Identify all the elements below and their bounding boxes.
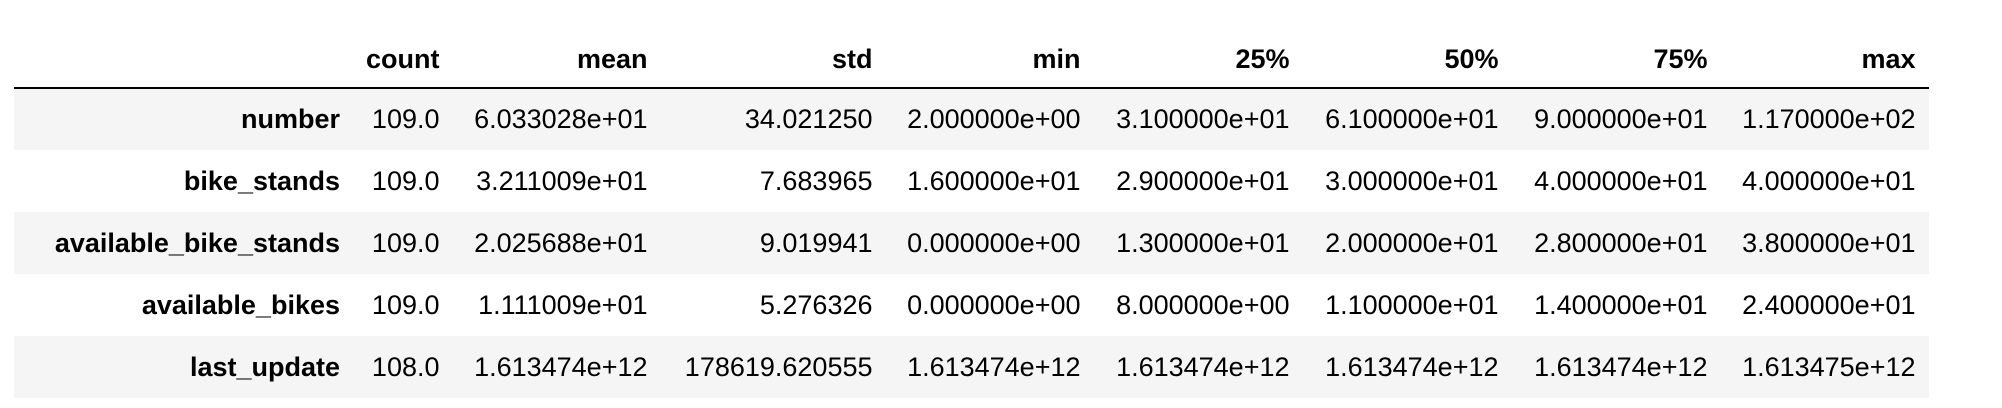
table-cell: 108.0: [371, 351, 440, 382]
table-cell: 3.000000e+01: [1325, 165, 1499, 196]
table-cell: 4.000000e+01: [1534, 165, 1708, 196]
table-row: available_bike_stands 109.0 2.025688e+01…: [14, 212, 1929, 274]
table-cell: 1.613475e+12: [1742, 351, 1916, 382]
table-cell: 1.170000e+02: [1742, 104, 1916, 134]
column-header: min: [885, 32, 1094, 89]
table-cell: 1.613474e+12: [907, 351, 1081, 382]
table-cell: 3.800000e+01: [1742, 227, 1916, 258]
column-header: mean: [452, 32, 661, 89]
table-cell: 9.019941: [759, 227, 873, 258]
table-cell: 109.0: [371, 104, 440, 134]
index-header: [14, 32, 353, 89]
header-row: count mean std min 25% 50% 75% max: [14, 32, 1929, 89]
table-cell: 2.800000e+01: [1534, 227, 1708, 258]
table-cell: 6.100000e+01: [1325, 104, 1499, 134]
column-header: max: [1720, 32, 1929, 89]
row-label: last_update: [189, 351, 340, 382]
table-cell: 2.400000e+01: [1742, 289, 1916, 320]
table-cell: 1.600000e+01: [907, 165, 1081, 196]
table-cell: 1.100000e+01: [1325, 289, 1499, 320]
column-header: 50%: [1302, 32, 1512, 89]
table-cell: 5.276326: [759, 289, 873, 320]
column-header: 75%: [1511, 32, 1721, 89]
row-label: available_bikes: [141, 289, 340, 320]
table-cell: 3.211009e+01: [476, 165, 648, 196]
table-cell: 3.100000e+01: [1116, 104, 1290, 134]
table-cell: 178619.620555: [684, 351, 873, 382]
row-label: number: [240, 104, 340, 134]
describe-table: count mean std min 25% 50% 75% max numbe…: [14, 32, 1929, 398]
column-header: 25%: [1093, 32, 1303, 89]
table-cell: 109.0: [371, 165, 440, 196]
table-cell: 1.613474e+12: [1116, 351, 1290, 382]
table-cell: 1.613474e+12: [1325, 351, 1499, 382]
table-cell: 1.400000e+01: [1534, 289, 1708, 320]
column-header: std: [660, 32, 886, 89]
table-cell: 2.900000e+01: [1116, 165, 1290, 196]
column-header: count: [353, 32, 453, 89]
table-cell: 2.000000e+01: [1325, 227, 1499, 258]
table-row: available_bikes 109.0 1.111009e+01 5.276…: [14, 274, 1929, 336]
table-cell: 109.0: [371, 227, 440, 258]
table-cell: 0.000000e+00: [907, 227, 1081, 258]
table-cell: 34.021250: [744, 104, 873, 134]
table-row: number 109.0 6.033028e+01 34.021250 2.00…: [14, 88, 1929, 150]
table-cell: 1.300000e+01: [1116, 227, 1290, 258]
table-cell: 9.000000e+01: [1534, 104, 1708, 134]
table-cell: 109.0: [371, 289, 440, 320]
table-cell: 2.000000e+00: [907, 104, 1081, 134]
table-row: bike_stands 109.0 3.211009e+01 7.683965 …: [14, 150, 1929, 212]
row-label: bike_stands: [183, 165, 340, 196]
row-label: available_bike_stands: [54, 227, 340, 258]
table-cell: 1.613474e+12: [474, 351, 648, 382]
table-cell: 2.025688e+01: [474, 227, 648, 258]
table-cell: 7.683965: [759, 165, 873, 196]
table-cell: 4.000000e+01: [1742, 165, 1916, 196]
dataframe-output: count mean std min 25% 50% 75% max numbe…: [14, 32, 1929, 398]
table-cell: 0.000000e+00: [907, 289, 1081, 320]
table-cell: 8.000000e+00: [1116, 289, 1290, 320]
table-row: last_update 108.0 1.613474e+12 178619.62…: [14, 336, 1929, 398]
table-cell: 1.613474e+12: [1534, 351, 1708, 382]
table-cell: 1.111009e+01: [478, 289, 648, 320]
table-cell: 6.033028e+01: [474, 104, 648, 134]
